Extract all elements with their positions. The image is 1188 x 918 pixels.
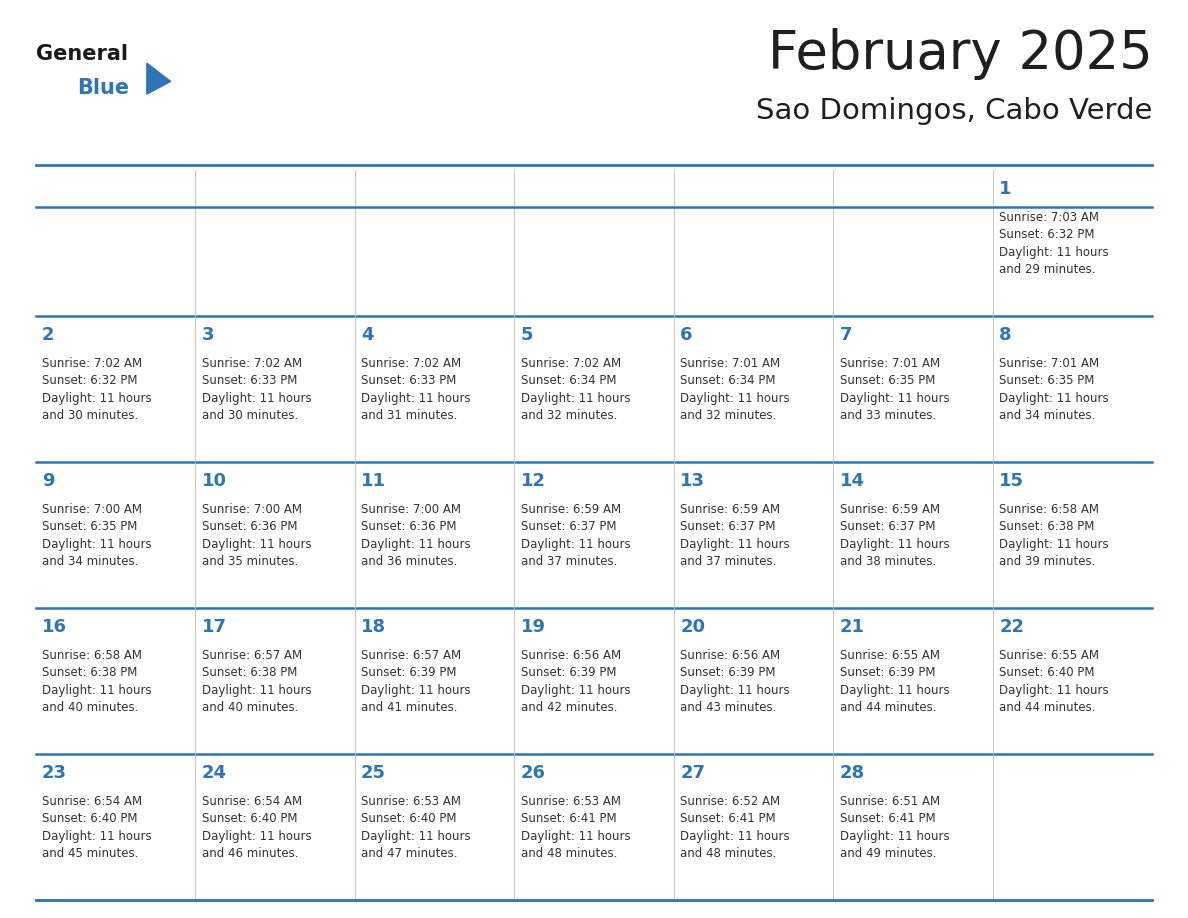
- Text: 27: 27: [681, 764, 706, 782]
- Text: Sunrise: 7:02 AM
Sunset: 6:33 PM
Daylight: 11 hours
and 31 minutes.: Sunrise: 7:02 AM Sunset: 6:33 PM Dayligh…: [361, 357, 470, 422]
- Text: 5: 5: [520, 326, 533, 344]
- Text: Sunrise: 6:54 AM
Sunset: 6:40 PM
Daylight: 11 hours
and 45 minutes.: Sunrise: 6:54 AM Sunset: 6:40 PM Dayligh…: [42, 795, 152, 860]
- Text: 17: 17: [202, 618, 227, 636]
- Text: 23: 23: [42, 764, 67, 782]
- Text: Sunrise: 7:02 AM
Sunset: 6:32 PM
Daylight: 11 hours
and 30 minutes.: Sunrise: 7:02 AM Sunset: 6:32 PM Dayligh…: [42, 357, 152, 422]
- Text: Sunrise: 6:55 AM
Sunset: 6:39 PM
Daylight: 11 hours
and 44 minutes.: Sunrise: 6:55 AM Sunset: 6:39 PM Dayligh…: [840, 649, 949, 714]
- Text: 24: 24: [202, 764, 227, 782]
- Text: 4: 4: [361, 326, 373, 344]
- Text: 12: 12: [520, 472, 545, 490]
- Text: Sunrise: 6:57 AM
Sunset: 6:39 PM
Daylight: 11 hours
and 41 minutes.: Sunrise: 6:57 AM Sunset: 6:39 PM Dayligh…: [361, 649, 470, 714]
- Text: 19: 19: [520, 618, 545, 636]
- Polygon shape: [147, 63, 171, 94]
- Text: 6: 6: [681, 326, 693, 344]
- Text: Monday: Monday: [235, 179, 315, 197]
- Text: Saturday: Saturday: [1026, 179, 1118, 197]
- Text: Sunrise: 6:55 AM
Sunset: 6:40 PM
Daylight: 11 hours
and 44 minutes.: Sunrise: 6:55 AM Sunset: 6:40 PM Dayligh…: [999, 649, 1108, 714]
- Text: 1: 1: [999, 180, 1012, 198]
- Text: Sunrise: 7:02 AM
Sunset: 6:34 PM
Daylight: 11 hours
and 32 minutes.: Sunrise: 7:02 AM Sunset: 6:34 PM Dayligh…: [520, 357, 631, 422]
- Text: Friday: Friday: [883, 179, 943, 197]
- Text: Blue: Blue: [77, 77, 129, 97]
- Text: 20: 20: [681, 618, 706, 636]
- Text: 26: 26: [520, 764, 545, 782]
- Text: 11: 11: [361, 472, 386, 490]
- Text: Wednesday: Wednesday: [536, 179, 652, 197]
- Text: Sunrise: 7:00 AM
Sunset: 6:36 PM
Daylight: 11 hours
and 36 minutes.: Sunrise: 7:00 AM Sunset: 6:36 PM Dayligh…: [361, 503, 470, 568]
- Text: Sunrise: 6:53 AM
Sunset: 6:40 PM
Daylight: 11 hours
and 47 minutes.: Sunrise: 6:53 AM Sunset: 6:40 PM Dayligh…: [361, 795, 470, 860]
- Text: February 2025: February 2025: [767, 28, 1152, 80]
- Text: General: General: [36, 44, 127, 64]
- Text: Sunrise: 6:56 AM
Sunset: 6:39 PM
Daylight: 11 hours
and 42 minutes.: Sunrise: 6:56 AM Sunset: 6:39 PM Dayligh…: [520, 649, 631, 714]
- Text: 9: 9: [42, 472, 55, 490]
- Text: Sunrise: 6:52 AM
Sunset: 6:41 PM
Daylight: 11 hours
and 48 minutes.: Sunrise: 6:52 AM Sunset: 6:41 PM Dayligh…: [681, 795, 790, 860]
- Text: Sao Domingos, Cabo Verde: Sao Domingos, Cabo Verde: [756, 96, 1152, 125]
- Text: 10: 10: [202, 472, 227, 490]
- Text: 16: 16: [42, 618, 67, 636]
- Text: 8: 8: [999, 326, 1012, 344]
- Text: Sunrise: 7:02 AM
Sunset: 6:33 PM
Daylight: 11 hours
and 30 minutes.: Sunrise: 7:02 AM Sunset: 6:33 PM Dayligh…: [202, 357, 311, 422]
- Text: 13: 13: [681, 472, 706, 490]
- Text: Sunrise: 6:59 AM
Sunset: 6:37 PM
Daylight: 11 hours
and 37 minutes.: Sunrise: 6:59 AM Sunset: 6:37 PM Dayligh…: [520, 503, 631, 568]
- Text: Sunrise: 7:01 AM
Sunset: 6:34 PM
Daylight: 11 hours
and 32 minutes.: Sunrise: 7:01 AM Sunset: 6:34 PM Dayligh…: [681, 357, 790, 422]
- Text: 14: 14: [840, 472, 865, 490]
- Text: 22: 22: [999, 618, 1024, 636]
- Text: Sunrise: 6:51 AM
Sunset: 6:41 PM
Daylight: 11 hours
and 49 minutes.: Sunrise: 6:51 AM Sunset: 6:41 PM Dayligh…: [840, 795, 949, 860]
- Text: 25: 25: [361, 764, 386, 782]
- Text: Sunrise: 6:59 AM
Sunset: 6:37 PM
Daylight: 11 hours
and 37 minutes.: Sunrise: 6:59 AM Sunset: 6:37 PM Dayligh…: [681, 503, 790, 568]
- Text: 7: 7: [840, 326, 852, 344]
- Text: 18: 18: [361, 618, 386, 636]
- Text: 3: 3: [202, 326, 214, 344]
- Text: 28: 28: [840, 764, 865, 782]
- Text: 21: 21: [840, 618, 865, 636]
- Text: Sunrise: 7:01 AM
Sunset: 6:35 PM
Daylight: 11 hours
and 33 minutes.: Sunrise: 7:01 AM Sunset: 6:35 PM Dayligh…: [840, 357, 949, 422]
- Text: Sunrise: 6:58 AM
Sunset: 6:38 PM
Daylight: 11 hours
and 39 minutes.: Sunrise: 6:58 AM Sunset: 6:38 PM Dayligh…: [999, 503, 1108, 568]
- Text: Sunrise: 6:58 AM
Sunset: 6:38 PM
Daylight: 11 hours
and 40 minutes.: Sunrise: 6:58 AM Sunset: 6:38 PM Dayligh…: [42, 649, 152, 714]
- Text: Sunday: Sunday: [78, 179, 153, 197]
- Text: Sunrise: 6:57 AM
Sunset: 6:38 PM
Daylight: 11 hours
and 40 minutes.: Sunrise: 6:57 AM Sunset: 6:38 PM Dayligh…: [202, 649, 311, 714]
- Text: Thursday: Thursday: [707, 179, 801, 197]
- Text: Sunrise: 7:00 AM
Sunset: 6:35 PM
Daylight: 11 hours
and 34 minutes.: Sunrise: 7:00 AM Sunset: 6:35 PM Dayligh…: [42, 503, 152, 568]
- Text: Sunrise: 6:56 AM
Sunset: 6:39 PM
Daylight: 11 hours
and 43 minutes.: Sunrise: 6:56 AM Sunset: 6:39 PM Dayligh…: [681, 649, 790, 714]
- Text: Sunrise: 6:54 AM
Sunset: 6:40 PM
Daylight: 11 hours
and 46 minutes.: Sunrise: 6:54 AM Sunset: 6:40 PM Dayligh…: [202, 795, 311, 860]
- Text: 2: 2: [42, 326, 55, 344]
- Text: Sunrise: 7:00 AM
Sunset: 6:36 PM
Daylight: 11 hours
and 35 minutes.: Sunrise: 7:00 AM Sunset: 6:36 PM Dayligh…: [202, 503, 311, 568]
- Text: Sunrise: 6:59 AM
Sunset: 6:37 PM
Daylight: 11 hours
and 38 minutes.: Sunrise: 6:59 AM Sunset: 6:37 PM Dayligh…: [840, 503, 949, 568]
- Text: Sunrise: 7:03 AM
Sunset: 6:32 PM
Daylight: 11 hours
and 29 minutes.: Sunrise: 7:03 AM Sunset: 6:32 PM Dayligh…: [999, 211, 1108, 276]
- Text: Tuesday: Tuesday: [393, 179, 475, 197]
- Text: 15: 15: [999, 472, 1024, 490]
- Text: Sunrise: 6:53 AM
Sunset: 6:41 PM
Daylight: 11 hours
and 48 minutes.: Sunrise: 6:53 AM Sunset: 6:41 PM Dayligh…: [520, 795, 631, 860]
- Text: Sunrise: 7:01 AM
Sunset: 6:35 PM
Daylight: 11 hours
and 34 minutes.: Sunrise: 7:01 AM Sunset: 6:35 PM Dayligh…: [999, 357, 1108, 422]
